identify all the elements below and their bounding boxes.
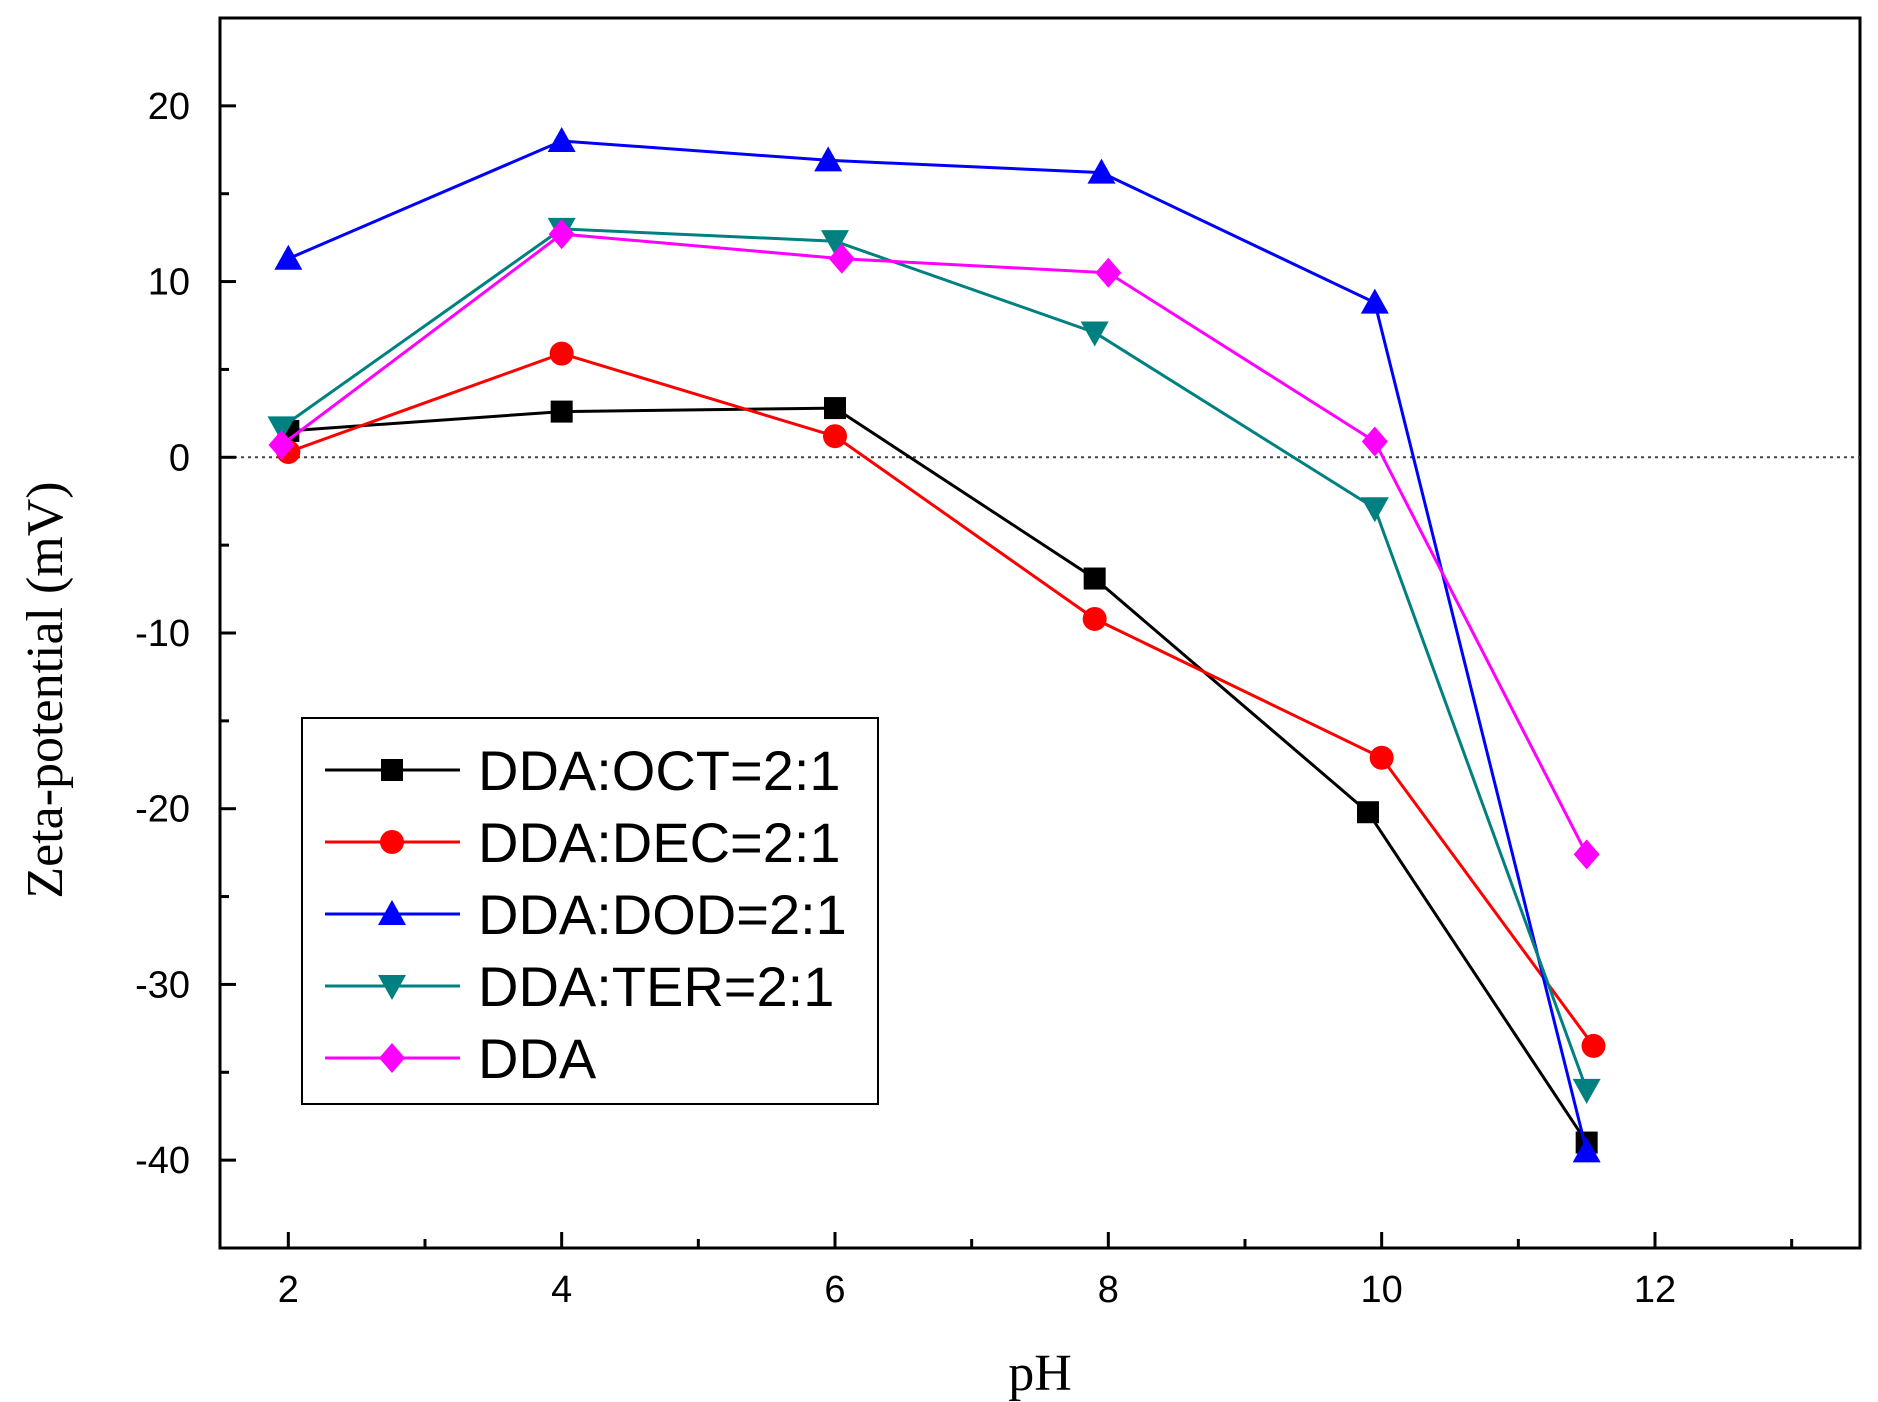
data-point: [1095, 257, 1122, 288]
data-point: [1357, 801, 1379, 824]
series-line: [287, 139, 1589, 1152]
legend-label: DDA:TER=2:1: [478, 955, 834, 1018]
data-point: [814, 146, 843, 172]
legend-label: DDA:DEC=2:1: [478, 811, 841, 874]
legend-item: DDA: [325, 1027, 597, 1090]
data-point: [550, 400, 573, 423]
data-point: [1360, 497, 1389, 523]
data-point: [1360, 288, 1389, 314]
legend-item: DDA:OCT=2:1: [325, 739, 841, 802]
legend-label: DDA:OCT=2:1: [478, 739, 841, 802]
y-tick-label: -20: [135, 789, 190, 831]
data-point: [828, 243, 855, 274]
data-point: [1573, 839, 1600, 870]
data-point: [1369, 745, 1394, 770]
legend-marker: [379, 1043, 405, 1073]
legend-item: DDA:DEC=2:1: [325, 811, 841, 874]
data-point: [267, 416, 296, 442]
y-tick-label: 0: [169, 437, 190, 479]
data-point: [548, 219, 575, 250]
y-tick-label: -40: [135, 1140, 190, 1182]
data-point: [821, 230, 849, 256]
data-point: [1581, 1033, 1606, 1058]
y-tick-label: 20: [148, 86, 190, 128]
data-point: [1087, 158, 1116, 184]
data-point: [268, 429, 295, 460]
x-tick-label: 10: [1361, 1269, 1403, 1311]
y-tick-label: 10: [148, 262, 190, 304]
legend-marker: [378, 900, 406, 925]
legend-marker: [381, 759, 403, 781]
data-point: [549, 341, 574, 366]
series-line: [280, 232, 1589, 856]
legend-label: DDA: [478, 1027, 597, 1090]
series-DDA:TER=2:1: [267, 217, 1601, 1104]
series-DDA:DEC=2:1: [276, 341, 1606, 1058]
series-DDA:DOD=2:1: [274, 127, 1601, 1163]
y-tick-label: -30: [135, 964, 190, 1006]
x-tick-label: 12: [1634, 1269, 1676, 1311]
data-point: [547, 127, 576, 152]
series-line: [288, 406, 1588, 1144]
data-point: [1082, 606, 1107, 631]
x-tick-label: 4: [551, 1269, 572, 1311]
series-DDA: [268, 219, 1600, 870]
x-tick-label: 2: [278, 1269, 299, 1311]
series-line: [280, 227, 1589, 1091]
data-point: [274, 244, 303, 270]
legend-label: DDA:DOD=2:1: [478, 883, 847, 946]
legend-item: DDA:DOD=2:1: [325, 883, 847, 946]
data-point: [823, 424, 847, 449]
legend-item: DDA:TER=2:1: [325, 955, 834, 1018]
data-point: [1572, 1078, 1601, 1104]
data-point: [1083, 567, 1106, 590]
legend-marker: [380, 830, 404, 854]
axis-ticks: 2 4 6 8 10 12 20 10 0 -10 -20 -30 -40: [135, 86, 1794, 1311]
series-layer: [267, 127, 1606, 1163]
x-axis-title: pH: [1008, 1345, 1072, 1402]
data-point: [824, 397, 846, 420]
series-line: [287, 352, 1595, 1047]
data-point: [1572, 1137, 1601, 1163]
legend: DDA:OCT=2:1 DDA:DEC=2:1 DDA:DOD=2:1 DDA:TER…: [301, 717, 879, 1105]
data-point: [1080, 321, 1109, 347]
x-tick-label: 8: [1098, 1269, 1119, 1311]
y-tick-label: -10: [135, 613, 190, 655]
data-point: [1361, 426, 1388, 457]
y-axis-title: Zeta-potential (mV): [17, 481, 74, 898]
x-tick-label: 6: [824, 1269, 845, 1311]
legend-marker: [378, 975, 406, 1000]
